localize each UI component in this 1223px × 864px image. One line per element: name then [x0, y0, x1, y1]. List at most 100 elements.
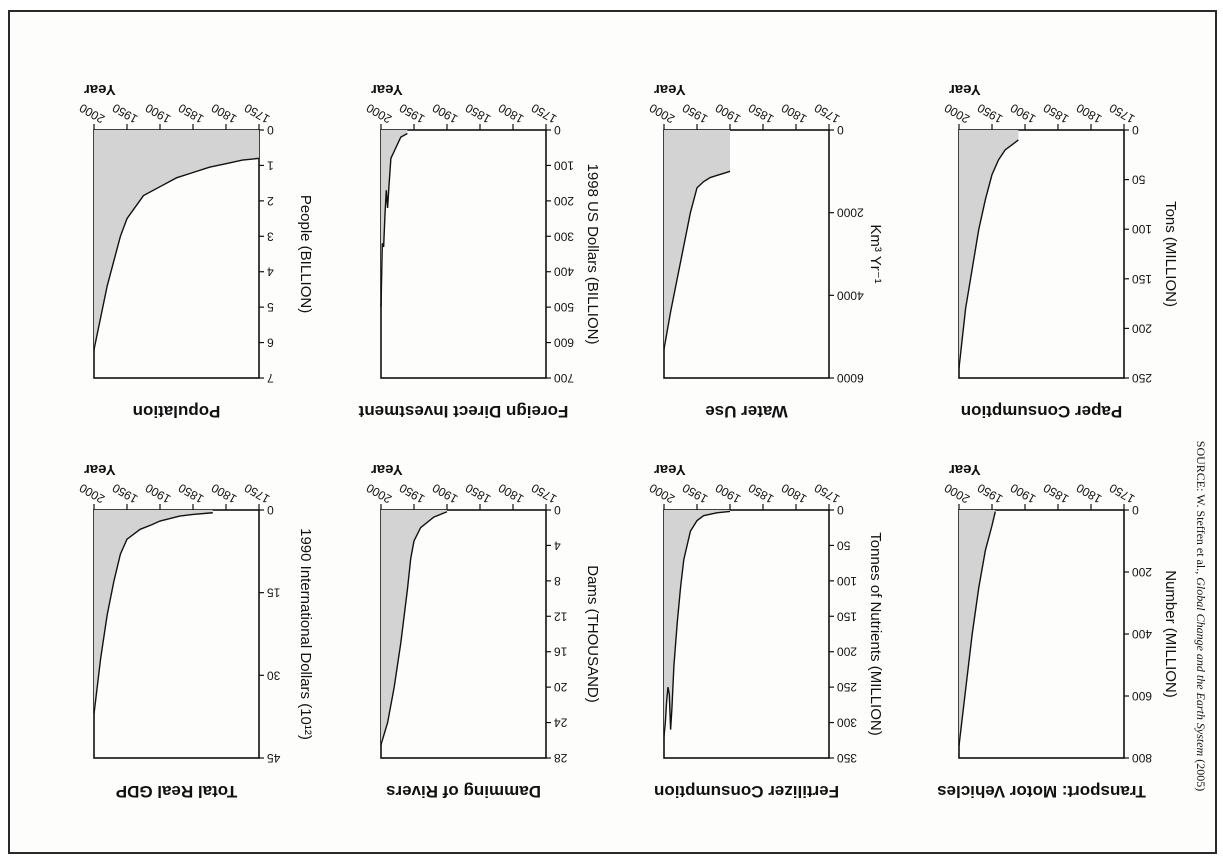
figure-stage: Population 0 1 2 3 4 5 6 7 1750 1800 1850 1900 1950 20…: [14, 14, 1209, 846]
y-tick-label: 150: [837, 609, 857, 623]
x-tick-label: 1950: [397, 481, 427, 507]
series-line: [663, 510, 731, 737]
y-tick-label: 300: [837, 716, 857, 730]
x-axis-label: Year: [654, 81, 686, 98]
y-tick-label: 350: [837, 751, 857, 765]
x-tick-label: 2000: [647, 101, 677, 127]
y-tick-label: 45: [267, 751, 281, 765]
chart-panel-3: Damming of Rivers 0 4 8 12 16 20 24 28 1750180018…: [364, 461, 601, 801]
y-axis-label: Km³ Yr⁻¹: [867, 224, 884, 283]
x-tick-label: 1750: [529, 101, 559, 127]
source-year: (2005): [1194, 756, 1208, 791]
x-tick-label: 2000: [77, 481, 107, 507]
y-tick-label: 0: [554, 503, 561, 517]
chart-panel-1: Total Real GDP 0 15 30 45 1750180018501900195…: [77, 461, 314, 801]
y-tick-label: 300: [554, 229, 574, 243]
figure-canvas: Population012345671750180018501900195020…: [77, 81, 1208, 801]
chart-title: Population: [133, 402, 221, 421]
plot-frame: [663, 509, 830, 759]
chart-title: Water Use: [705, 402, 788, 421]
chart-title: Damming of Rivers: [386, 782, 541, 801]
x-tick-label: 1850: [746, 481, 776, 507]
y-tick-label: 800: [1132, 751, 1152, 765]
y-tick-label: 12: [554, 609, 568, 623]
x-axis-label: Year: [949, 81, 981, 98]
y-axis-label: Tonnes of Nutrients (MILLION): [867, 532, 884, 735]
x-tick-label: 1750: [812, 481, 842, 507]
y-tick-label: 200: [1132, 321, 1152, 335]
x-tick-label: 1900: [143, 481, 173, 507]
x-tick-label: 1900: [1008, 481, 1038, 507]
y-tick-label: 6000: [837, 371, 864, 385]
y-tick-label: 20: [554, 680, 568, 694]
area-fill: [959, 130, 1019, 369]
area-fill: [381, 510, 447, 745]
y-tick-label: 250: [1132, 371, 1152, 385]
y-tick-label: 400: [1132, 627, 1152, 641]
y-axis-label: Dams (THOUSAND): [584, 565, 601, 703]
x-tick-label: 1750: [529, 481, 559, 507]
y-tick-label: 0: [267, 123, 274, 137]
x-tick-label: 1850: [176, 101, 206, 127]
y-tick-label: 600: [554, 336, 574, 350]
x-tick-label: 1800: [779, 101, 809, 127]
x-tick-label: 1800: [496, 101, 526, 127]
y-axis-label: 1998 US Dollars (BILLION): [584, 164, 601, 345]
chart-panel-2: Foreign Direct Investment 0 100 200 300 400 50…: [358, 81, 601, 421]
x-tick-label: 1750: [1107, 481, 1137, 507]
y-tick-label: 400: [554, 265, 574, 279]
area-fill: [381, 130, 408, 308]
x-axis-label: Year: [949, 461, 981, 478]
x-tick-label: 1850: [463, 101, 493, 127]
x-axis-label: Year: [84, 81, 116, 98]
x-tick-label: 1750: [1107, 101, 1137, 127]
plot-frame: [380, 129, 547, 379]
chart-title: Foreign Direct Investment: [358, 402, 568, 421]
x-tick-label: 2000: [364, 101, 394, 127]
y-axis-label: Number (MILLION): [1162, 570, 1179, 698]
x-axis-label: Year: [84, 461, 116, 478]
y-tick-label: 0: [1132, 123, 1139, 137]
y-axis-label: People (BILLION): [297, 195, 314, 313]
y-tick-label: 700: [554, 371, 574, 385]
y-tick-label: 100: [1132, 222, 1152, 236]
y-tick-label: 0: [554, 123, 561, 137]
x-tick-label: 2000: [942, 481, 972, 507]
area-fill: [94, 130, 259, 350]
y-tick-label: 3: [267, 229, 274, 243]
x-tick-label: 1850: [1041, 481, 1071, 507]
y-tick-label: 1: [267, 158, 274, 172]
y-tick-label: 100: [554, 158, 574, 172]
x-tick-label: 2000: [77, 101, 107, 127]
chart-panel-4: Water Use 0 2000 4000 6000 175018001850190019…: [647, 81, 884, 421]
y-tick-label: 500: [554, 300, 574, 314]
y-tick-label: 250: [837, 680, 857, 694]
x-tick-label: 2000: [647, 481, 677, 507]
y-tick-label: 7: [267, 371, 274, 385]
y-tick-label: 5: [267, 300, 274, 314]
x-tick-label: 1950: [975, 481, 1005, 507]
chart-panel-0: Population 0 1 2 3 4 5 6 7 1750180018501900195020…: [77, 81, 314, 421]
y-tick-label: 15: [267, 586, 281, 600]
chart-panel-7: Transport: Motor Vehicles 0 200 400 600 800 17…: [937, 461, 1179, 801]
x-tick-label: 1800: [1074, 481, 1104, 507]
x-axis-label: Year: [371, 81, 403, 98]
x-tick-label: 1850: [176, 481, 206, 507]
x-tick-label: 1900: [430, 101, 460, 127]
x-tick-label: 1750: [242, 101, 272, 127]
series-line: [93, 157, 260, 350]
y-tick-label: 8: [554, 574, 561, 588]
x-tick-label: 1800: [209, 101, 239, 127]
x-tick-label: 1800: [779, 481, 809, 507]
y-tick-label: 30: [267, 668, 281, 682]
x-tick-label: 1900: [1008, 101, 1038, 127]
x-tick-label: 1950: [110, 101, 140, 127]
chart-panel-6: Paper Consumption 0 50 100 150 200 250 17501800…: [942, 81, 1179, 421]
y-tick-label: 0: [267, 503, 274, 517]
x-tick-label: 1900: [713, 101, 743, 127]
y-tick-label: 2000: [837, 206, 864, 220]
area-fill: [664, 510, 730, 737]
x-tick-label: 1850: [746, 101, 776, 127]
y-tick-label: 4: [267, 265, 274, 279]
series-line: [380, 511, 448, 745]
